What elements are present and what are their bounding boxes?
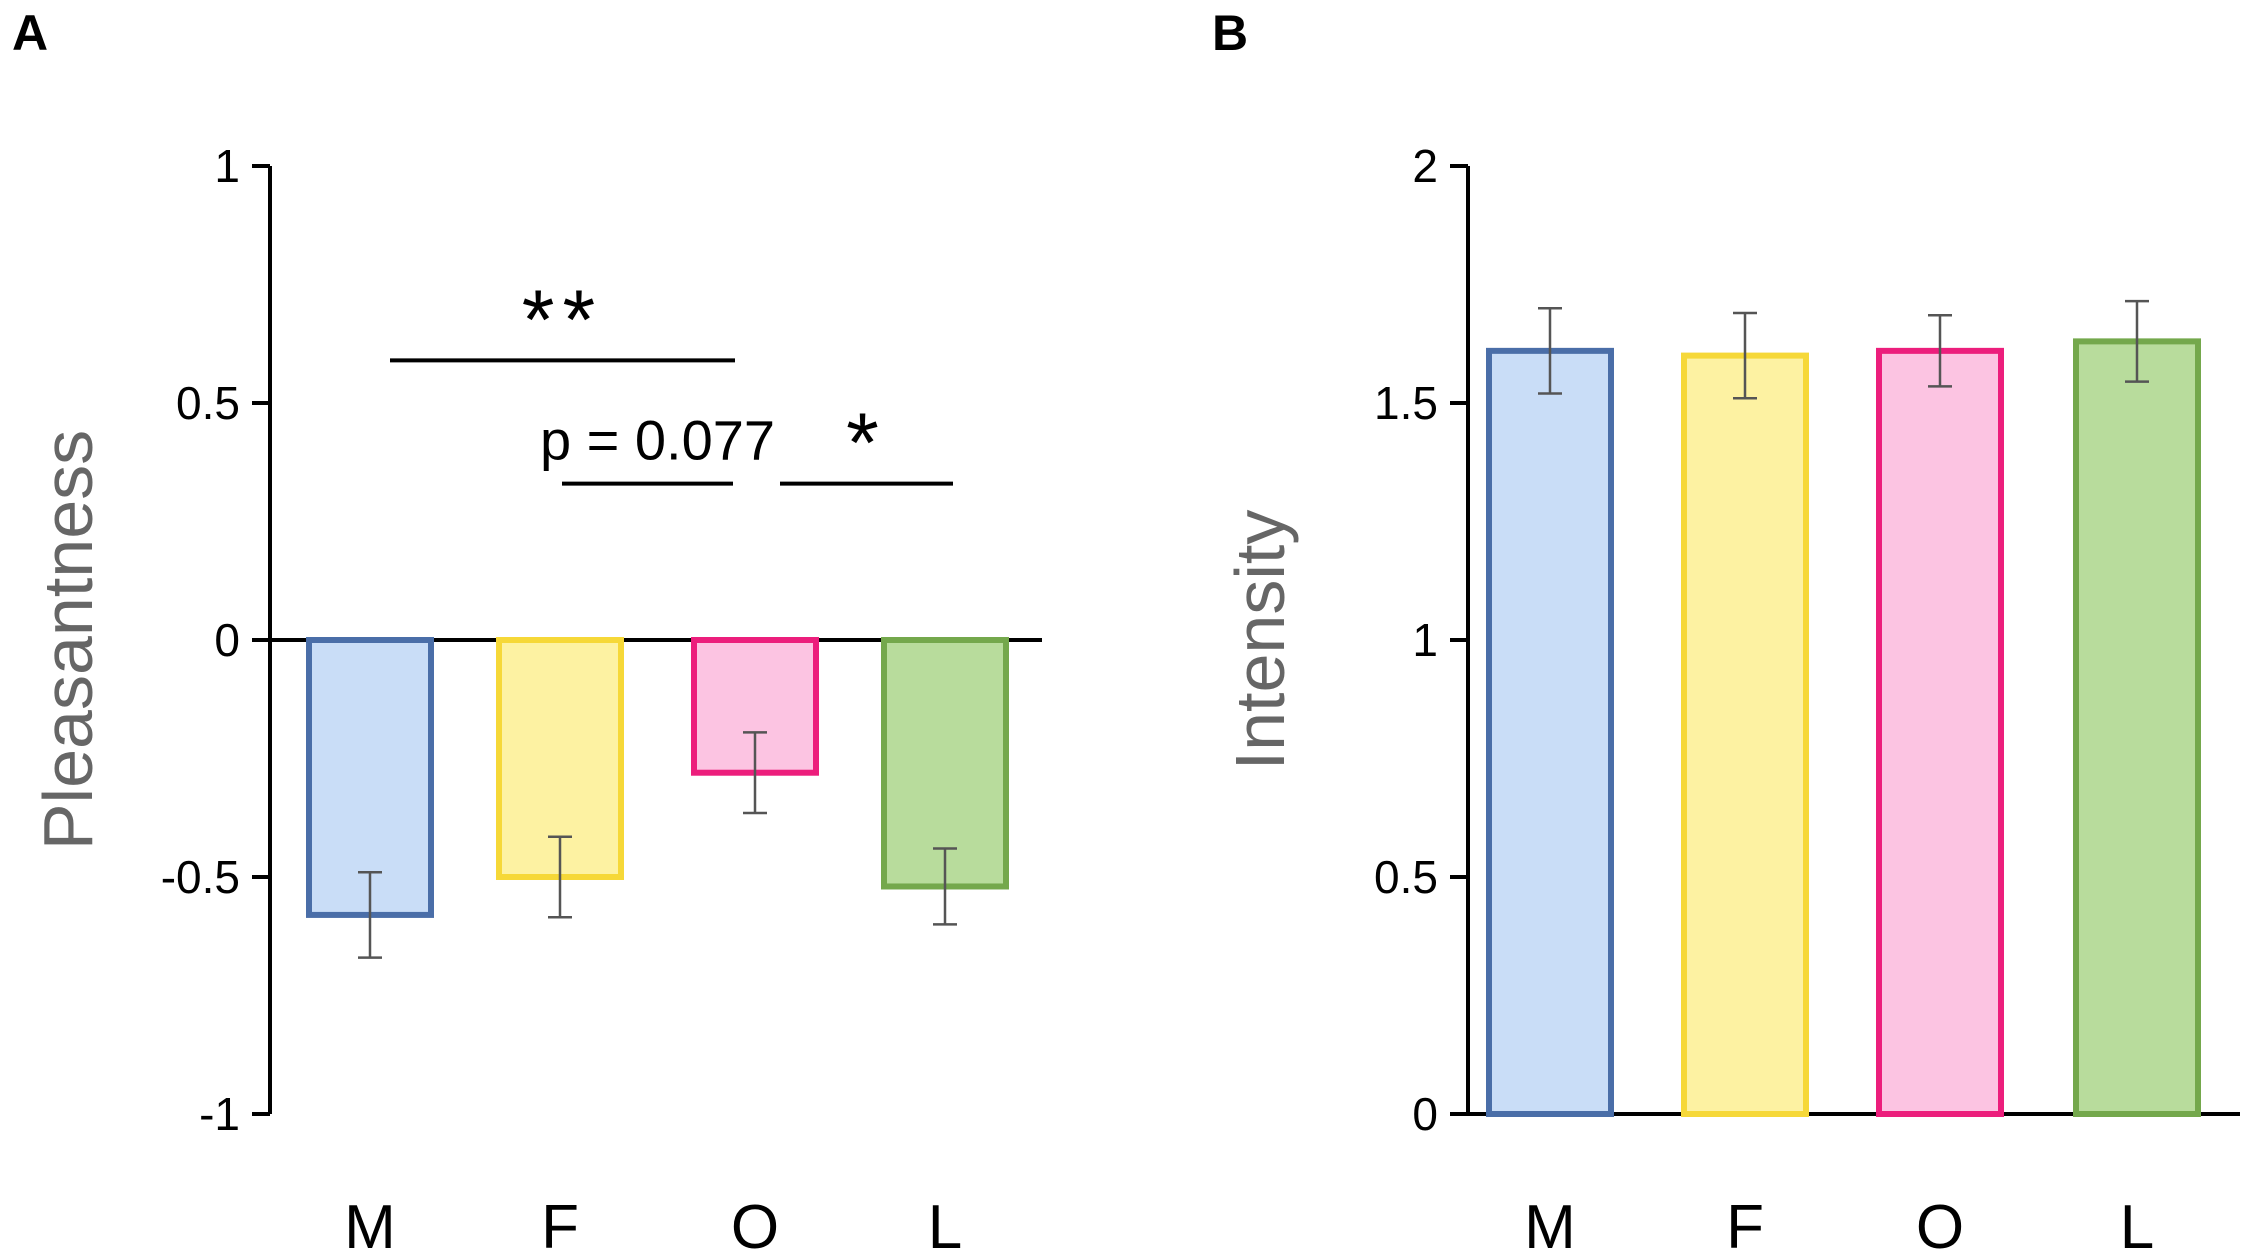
significance-label: p = 0.077 [540, 409, 775, 472]
bar-o [1876, 347, 2004, 1117]
panel-label-b: B [1212, 5, 1248, 61]
y-tick-label: 0.5 [176, 377, 240, 429]
y-tick-label: -0.5 [161, 851, 240, 903]
bar-l [881, 637, 1009, 890]
x-category-label: M [1524, 1193, 1576, 1254]
bar-l [2073, 338, 2201, 1117]
y-tick-label: 0.5 [1374, 851, 1438, 903]
significance-label: ** [522, 272, 603, 366]
x-category-label: L [928, 1193, 962, 1254]
y-tick-label: 1.5 [1374, 377, 1438, 429]
x-category-label: F [541, 1193, 579, 1254]
y-tick-label: 1 [214, 140, 240, 192]
y-tick-label: 2 [1412, 140, 1438, 192]
y-tick-label: -1 [199, 1088, 240, 1140]
y-tick-label: 0 [1412, 1088, 1438, 1140]
x-category-label: O [731, 1193, 779, 1254]
x-category-label: O [1916, 1193, 1964, 1254]
bar-m [1486, 347, 1614, 1117]
pleasantness-chart: 1 0.5 0 -0.5 -1 M F O L Pleasantness ** p = 0.077 * [29, 140, 1042, 1254]
intensity-chart: 2 1.5 1 0.5 0 M F O L Intensity [1221, 140, 2240, 1254]
x-category-label: F [1726, 1193, 1764, 1254]
y-tick-label: 1 [1412, 614, 1438, 666]
bar-f [1681, 352, 1809, 1118]
panel-label-a: A [12, 5, 48, 61]
y-tick-label: 0 [214, 614, 240, 666]
x-category-label: L [2120, 1193, 2154, 1254]
significance-label: * [846, 396, 887, 490]
y-axis-title: Pleasantness [29, 430, 107, 850]
y-axis-title: Intensity [1221, 510, 1299, 771]
x-category-label: M [344, 1193, 396, 1254]
